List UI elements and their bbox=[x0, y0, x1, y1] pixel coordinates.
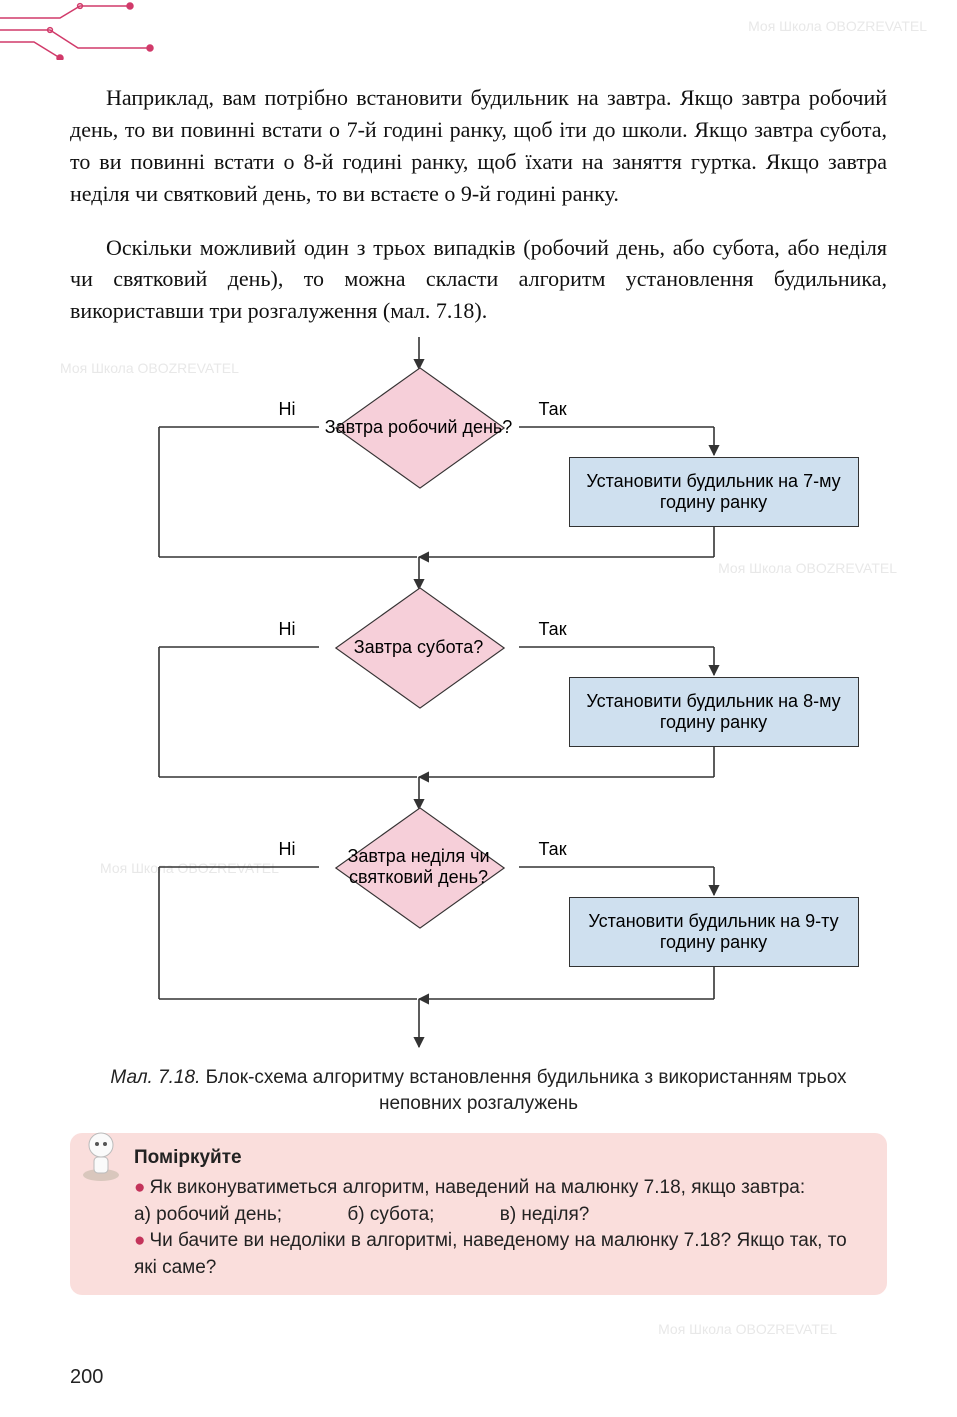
opt-b: б) субота; bbox=[347, 1202, 434, 1229]
figure-caption: Мал. 7.18. Блок-схема алгоритму встановл… bbox=[70, 1065, 887, 1116]
watermark: Моя Школа OBOZREVATEL bbox=[658, 1321, 837, 1337]
edge-no-2: Ні bbox=[279, 619, 296, 640]
action-set-9am: Установити будильник на 9-ту годину ранк… bbox=[569, 897, 859, 967]
textbook-page: Моя Школа OBOZREVATEL Моя Школа OBOZREVA… bbox=[0, 0, 957, 1417]
page-number: 200 bbox=[70, 1366, 103, 1389]
decision-sunday-label: Завтра неділя чи святковий день? bbox=[319, 846, 519, 888]
caption-text: Блок-схема алгоритму встановлення будиль… bbox=[206, 1067, 847, 1114]
think-title: Поміркуйте bbox=[134, 1145, 869, 1172]
decision-saturday-label: Завтра субота? bbox=[350, 637, 488, 658]
paragraph-1: Наприклад, вам потрібно встановити будил… bbox=[70, 82, 887, 210]
action-set-8am: Установити будильник на 8-му годину ранк… bbox=[569, 677, 859, 747]
decision-saturday: Завтра субота? bbox=[319, 587, 519, 707]
caption-prefix: Мал. 7.18. bbox=[110, 1067, 200, 1088]
flowchart: Завтра робочий день? Завтра субота? Завт… bbox=[99, 337, 859, 1057]
decision-workday: Завтра робочий день? bbox=[319, 367, 519, 487]
paragraph-2: Оскільки можливий один з трьох випадків … bbox=[70, 232, 887, 328]
edge-yes-1: Так bbox=[539, 399, 567, 420]
edge-no-3: Ні bbox=[279, 839, 296, 860]
edge-yes-3: Так bbox=[539, 839, 567, 860]
action-set-7am: Установити будильник на 7-му годину ранк… bbox=[569, 457, 859, 527]
think-box: Поміркуйте ●Як виконуватиметься алгоритм… bbox=[70, 1133, 887, 1296]
edge-yes-2: Так bbox=[539, 619, 567, 640]
header-decoration bbox=[0, 0, 260, 60]
paragraph-1-text: Наприклад, вам потрібно встановити будил… bbox=[70, 85, 887, 206]
think-q1-text: Як виконуватиметься алгоритм, наведений … bbox=[149, 1177, 805, 1198]
edge-no-1: Ні bbox=[279, 399, 296, 420]
opt-c: в) неділя? bbox=[500, 1202, 590, 1229]
opt-a: а) робочий день; bbox=[134, 1202, 282, 1229]
paragraph-2-text: Оскільки можливий один з трьох випадків … bbox=[70, 235, 887, 324]
watermark: Моя Школа OBOZREVATEL bbox=[748, 18, 927, 34]
think-options: а) робочий день; б) субота; в) неділя? bbox=[134, 1202, 869, 1229]
think-q2-text: Чи бачите ви недоліки в алгоритмі, навед… bbox=[134, 1230, 847, 1278]
decision-workday-label: Завтра робочий день? bbox=[321, 417, 517, 438]
think-q1: ●Як виконуватиметься алгоритм, наведений… bbox=[134, 1175, 869, 1202]
think-icon bbox=[76, 1127, 126, 1183]
think-q2: ●Чи бачите ви недоліки в алгоритмі, наве… bbox=[134, 1228, 869, 1281]
decision-sunday-holiday: Завтра неділя чи святковий день? bbox=[319, 807, 519, 927]
